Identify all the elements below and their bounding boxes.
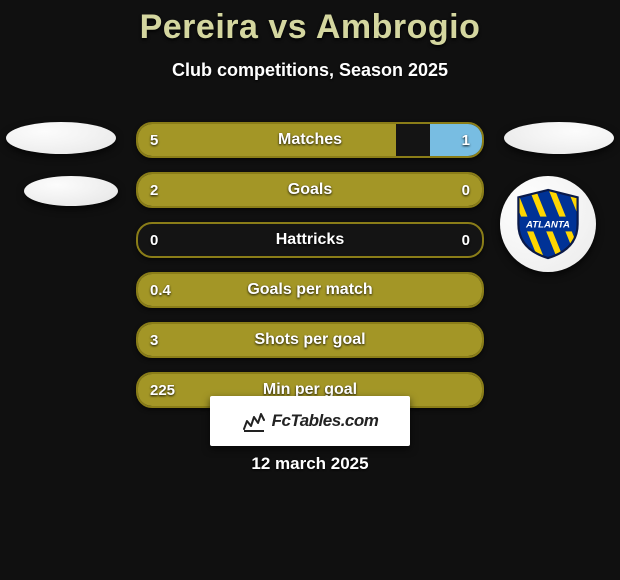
badge-text: ATLANTA xyxy=(525,220,570,231)
bar-left-fill xyxy=(138,124,396,156)
bar-value-right: 1 xyxy=(462,124,470,156)
bar-label: Hattricks xyxy=(138,224,482,256)
date: 12 march 2025 xyxy=(0,454,620,474)
bar-value-left: 0 xyxy=(150,224,158,256)
stat-bar: 0.4Goals per match xyxy=(136,272,484,308)
bar-value-left: 2 xyxy=(150,174,158,206)
bar-right-fill xyxy=(430,124,482,156)
stats-bars: 51Matches20Goals00Hattricks0.4Goals per … xyxy=(136,122,484,422)
stat-bar: 3Shots per goal xyxy=(136,322,484,358)
bar-value-right: 0 xyxy=(462,224,470,256)
stat-bar: 20Goals xyxy=(136,172,484,208)
logo-text: FcTables.com xyxy=(272,411,379,431)
stat-bar: 51Matches xyxy=(136,122,484,158)
player-left-avatar-2 xyxy=(24,176,118,206)
player-left-avatar-1 xyxy=(6,122,116,154)
subtitle: Club competitions, Season 2025 xyxy=(0,60,620,81)
bar-value-left: 3 xyxy=(150,324,158,356)
bar-left-fill xyxy=(138,324,482,356)
bar-left-fill xyxy=(138,174,482,206)
atlanta-shield-icon: ATLANTA xyxy=(511,187,585,261)
club-badge-right: ATLANTA xyxy=(500,176,596,272)
comparison-infographic: Pereira vs Ambrogio Club competitions, S… xyxy=(0,0,620,580)
chart-icon xyxy=(242,409,266,433)
bar-left-fill xyxy=(138,274,482,306)
stat-bar: 0 0Hattricks xyxy=(136,222,484,258)
bar-value-right: 0 xyxy=(462,174,470,206)
fctables-logo: FcTables.com xyxy=(210,396,410,446)
bar-value-left: 5 xyxy=(150,124,158,156)
player-right-avatar-1 xyxy=(504,122,614,154)
page-title: Pereira vs Ambrogio xyxy=(0,8,620,47)
bar-value-left: 225 xyxy=(150,374,175,406)
bar-value-left: 0.4 xyxy=(150,274,171,306)
